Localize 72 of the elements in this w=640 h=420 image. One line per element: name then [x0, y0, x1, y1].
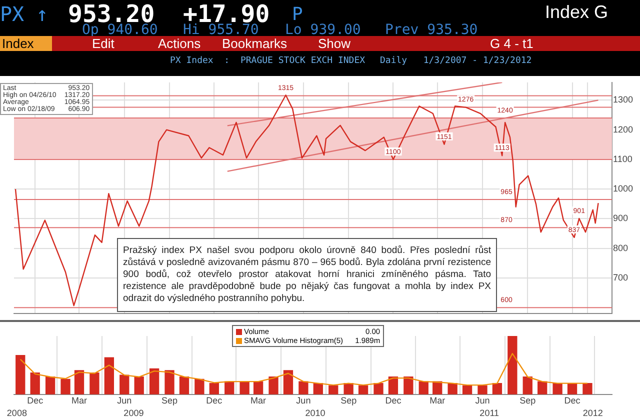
x-tick-label: Jun [475, 395, 490, 406]
x-tick-label: Sep [520, 395, 536, 406]
x-tick-label: Mar [250, 395, 266, 406]
bar [462, 385, 472, 394]
y-tick-label: 1200 [613, 124, 634, 134]
text: G 4 - t1 [490, 36, 534, 51]
x-tick-label: Dec [564, 395, 581, 406]
x2-tick-label: 2010 [305, 408, 326, 418]
bar [30, 372, 40, 394]
bar [478, 385, 488, 394]
bar [538, 381, 548, 394]
bar [90, 372, 100, 394]
bar [374, 382, 384, 394]
bar [164, 370, 174, 394]
bar [104, 357, 114, 394]
text: Prev 935.30 [385, 22, 478, 38]
y-tick-label: 1100 [613, 154, 632, 164]
bar [358, 385, 368, 394]
x2-tick-label: 2012 [582, 408, 603, 418]
text: Show [318, 36, 351, 51]
bar [16, 354, 26, 394]
bar [328, 385, 338, 394]
x2-tick-label: 2011 [480, 408, 500, 418]
x-tick-label: Dec [27, 395, 44, 406]
y-tick-label: 800 [613, 242, 628, 253]
bar [448, 382, 458, 394]
bar [179, 376, 190, 394]
bar [508, 336, 518, 394]
y-tick-label: 700 [613, 272, 628, 283]
annotation: Pražský index PX našel svou podporu okolo úrovně 840 bodů. Přes poslední růst zůstává v posledně avizovaném pásmu 870 – 965 bodů. Byla zdolána první rezistence 900 bodů, což otevřelo prostor atakovat horní hranici zmíněného pásma. Tato rezistence ale pravděpodobně bude po nějaký čas fungovat a mohla by index PX odrazit do výsledného postranního pohybu. [117, 238, 497, 312]
bar [194, 378, 204, 394]
y-tick-label: 1300 [613, 94, 634, 105]
bar [522, 376, 532, 394]
bar [60, 378, 70, 394]
text: PX ↑ [0, 2, 48, 26]
y-tick-label: 900 [613, 213, 628, 224]
x-tick-label: Jun [296, 395, 311, 406]
text: Bookmarks [222, 36, 288, 51]
text: Actions [158, 36, 201, 51]
x-tick-label: Dec [385, 395, 402, 406]
bar [388, 376, 398, 394]
x-tick-label: Jun [117, 395, 132, 406]
x2-tick-label: 2008 [6, 408, 27, 418]
bar [582, 382, 592, 394]
bar [298, 381, 308, 394]
bar [418, 381, 428, 394]
x-tick-label: Sep [162, 395, 178, 406]
bar [283, 370, 294, 394]
x-tick-label: Mar [430, 395, 446, 406]
bar [45, 376, 56, 394]
bar [253, 381, 264, 394]
x2-tick-label: 2009 [124, 408, 144, 418]
bar [404, 376, 414, 394]
chart-subtitle: Daily 1/3/2007 - 1/23/2012 [380, 56, 532, 66]
bar [74, 370, 84, 394]
chart-title: PX Index : PRAGUE STOCK EXCH INDEX [170, 56, 366, 66]
x-tick-label: Sep [340, 395, 357, 406]
text: Lo 939.00 [285, 22, 361, 38]
y-tick-label: 1000 [613, 184, 634, 194]
text: P [292, 4, 303, 25]
bar [120, 374, 130, 394]
bar [240, 381, 250, 394]
bar [268, 376, 278, 394]
text: Index G [545, 2, 608, 23]
text: Edit [92, 36, 114, 51]
bar [134, 376, 144, 394]
bar [149, 368, 160, 394]
bar [552, 382, 562, 394]
bar [209, 382, 219, 394]
text: Index [0, 36, 52, 51]
x-tick-label: Mar [71, 395, 87, 406]
x-tick-label: Dec [206, 395, 223, 406]
